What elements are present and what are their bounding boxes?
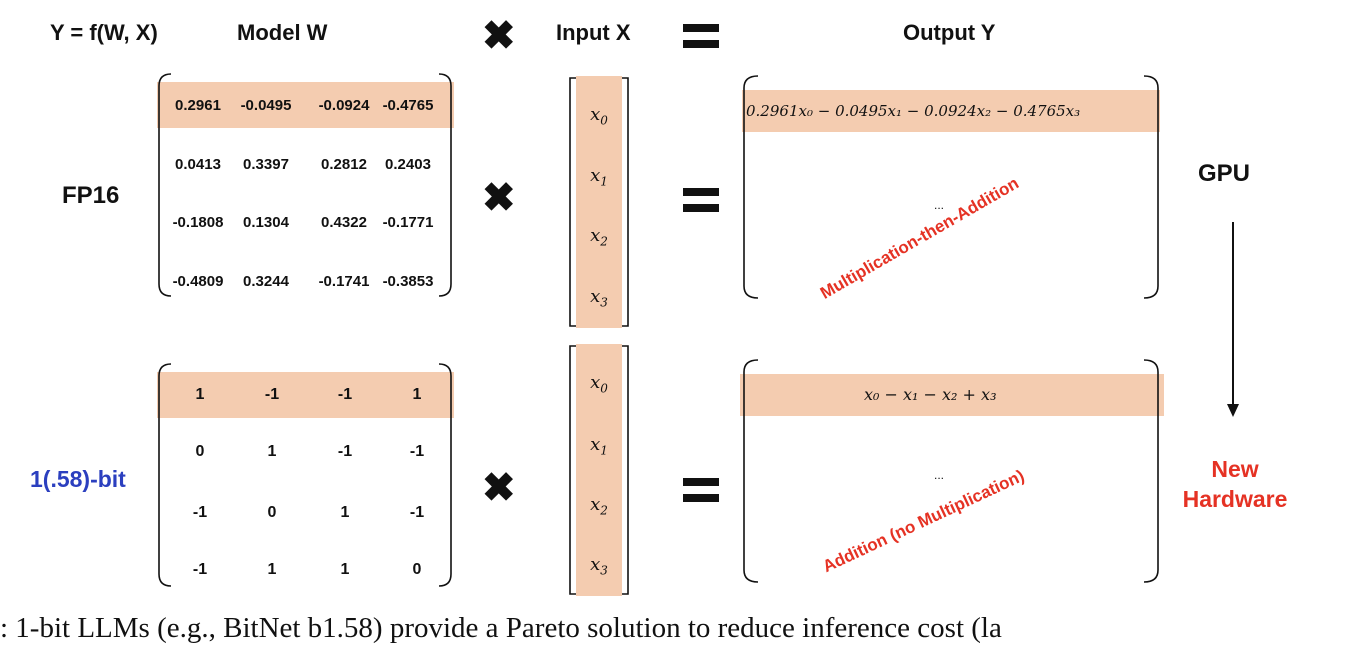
fp16-input-element: x0 bbox=[576, 104, 622, 128]
ternary-input-highlight bbox=[576, 344, 622, 596]
fp16-multiply-icon: ✖ bbox=[482, 176, 516, 220]
fp16-matrix-cell: 0.0413 bbox=[175, 156, 221, 173]
ternary-input-element: x0 bbox=[576, 372, 622, 396]
ternary-input-subscript: 3 bbox=[600, 563, 608, 578]
fp16-equals-icon bbox=[683, 188, 719, 212]
ternary-input-var: x bbox=[590, 434, 601, 455]
ternary-matrix-cell: -1 bbox=[192, 561, 208, 578]
ternary-equals-icon bbox=[683, 478, 719, 502]
fp16-matrix-cell: -0.3853 bbox=[382, 273, 434, 290]
fp16-input-var: x bbox=[590, 104, 601, 125]
ternary-matrix-cell: 1 bbox=[267, 443, 277, 460]
fp16-label: FP16 bbox=[62, 182, 120, 209]
fp16-matrix-cell: 0.3244 bbox=[243, 273, 289, 290]
ternary-row-highlight bbox=[157, 372, 454, 418]
new-hardware-label: New Hardware bbox=[1160, 454, 1310, 514]
gpu-label: GPU bbox=[1198, 160, 1251, 187]
fp16-output-row: 0.2961x₀ − 0.0495x₁ − 0.0924x₂ − 0.4765x… bbox=[746, 102, 1081, 120]
fp16-input-subscript: 3 bbox=[600, 295, 608, 310]
ternary-matrix-cell: -1 bbox=[264, 386, 280, 403]
output-header: Output Y bbox=[903, 20, 996, 45]
ternary-matrix-cell: 0 bbox=[412, 561, 422, 578]
fp16-input-var: x bbox=[590, 165, 601, 186]
fp16-input-highlight bbox=[576, 76, 622, 328]
ternary-output-bracket bbox=[743, 359, 1159, 583]
fp16-matrix-cell: 0.2961 bbox=[175, 97, 221, 114]
ternary-input-element: x3 bbox=[576, 554, 622, 578]
fp16-matrix-cell: 0.3397 bbox=[243, 156, 289, 173]
new-hardware-line1: New bbox=[1211, 456, 1259, 482]
ternary-input-bracket bbox=[569, 345, 629, 595]
down-arrow-icon bbox=[1227, 222, 1239, 417]
new-hardware-line2: Hardware bbox=[1182, 486, 1288, 512]
fp16-matrix-cell: -0.4765 bbox=[382, 97, 434, 114]
fp16-matrix-cell: 0.1304 bbox=[243, 214, 289, 231]
ternary-matrix-cell: 0 bbox=[195, 443, 205, 460]
ternary-input-subscript: 1 bbox=[600, 443, 608, 458]
fp16-matrix-cell: -0.4809 bbox=[172, 273, 224, 290]
fp16-input-bracket bbox=[569, 77, 629, 327]
ternary-matrix-cell: -1 bbox=[192, 504, 208, 521]
ternary-input-var: x bbox=[590, 494, 601, 515]
formula-header: Y = f(W, X) bbox=[50, 20, 158, 45]
fp16-output-ellipsis: ... bbox=[934, 198, 945, 212]
fp16-input-var: x bbox=[590, 286, 601, 307]
ternary-multiply-icon: ✖ bbox=[482, 466, 516, 510]
ternary-matrix-cell: 1 bbox=[340, 504, 350, 521]
fp16-matrix-cell: 0.4322 bbox=[321, 214, 367, 231]
input-header: Input X bbox=[556, 20, 631, 45]
fp16-matrix-cell: -0.0495 bbox=[240, 97, 292, 114]
fp16-input-element: x1 bbox=[576, 165, 622, 189]
model-header: Model W bbox=[237, 20, 328, 45]
fp16-output-bracket bbox=[743, 75, 1159, 299]
fp16-input-subscript: 0 bbox=[600, 113, 608, 128]
ternary-input-subscript: 0 bbox=[600, 381, 608, 396]
fp16-input-subscript: 1 bbox=[600, 174, 608, 189]
fp16-matrix-bracket bbox=[158, 73, 452, 297]
ternary-matrix-cell: 0 bbox=[267, 504, 277, 521]
ternary-output-ellipsis: ... bbox=[934, 468, 945, 482]
ternary-matrix-cell: 1 bbox=[412, 386, 422, 403]
ternary-matrix-cell: -1 bbox=[337, 443, 353, 460]
fp16-matrix-cell: 0.2812 bbox=[321, 156, 367, 173]
ternary-matrix-bracket bbox=[158, 363, 452, 587]
ternary-input-var: x bbox=[590, 372, 601, 393]
fp16-output-highlight bbox=[742, 90, 1160, 132]
ternary-input-var: x bbox=[590, 554, 601, 575]
ternary-label: 1(.58)-bit bbox=[30, 466, 126, 492]
ternary-matrix-cell: -1 bbox=[409, 443, 425, 460]
ternary-matrix-cell: 1 bbox=[195, 386, 205, 403]
ternary-matrix-cell: 1 bbox=[267, 561, 277, 578]
header-multiply-icon: ✖ bbox=[482, 14, 516, 58]
fp16-matrix-cell: -0.1741 bbox=[318, 273, 370, 290]
ternary-input-element: x1 bbox=[576, 434, 622, 458]
ternary-output-row: x₀ − x₁ − x₂ + x₃ bbox=[864, 385, 997, 404]
ternary-input-subscript: 2 bbox=[600, 503, 608, 518]
fp16-matrix-cell: 0.2403 bbox=[385, 156, 431, 173]
ternary-matrix-cell: -1 bbox=[409, 504, 425, 521]
fp16-input-subscript: 2 bbox=[600, 234, 608, 249]
fp16-matrix-cell: -0.1808 bbox=[172, 214, 224, 231]
header-equals-icon bbox=[683, 24, 719, 48]
ternary-output-highlight bbox=[740, 374, 1164, 416]
ternary-matrix-cell: -1 bbox=[337, 386, 353, 403]
figure-caption: : 1-bit LLMs (e.g., BitNet b1.58) provid… bbox=[0, 612, 1002, 644]
ternary-input-element: x2 bbox=[576, 494, 622, 518]
fp16-matrix-cell: -0.0924 bbox=[318, 97, 370, 114]
fp16-matrix-cell: -0.1771 bbox=[382, 214, 434, 231]
fp16-row-highlight bbox=[157, 82, 454, 128]
fp16-input-var: x bbox=[590, 225, 601, 246]
fp16-input-element: x2 bbox=[576, 225, 622, 249]
ternary-matrix-cell: 1 bbox=[340, 561, 350, 578]
fp16-input-element: x3 bbox=[576, 286, 622, 310]
